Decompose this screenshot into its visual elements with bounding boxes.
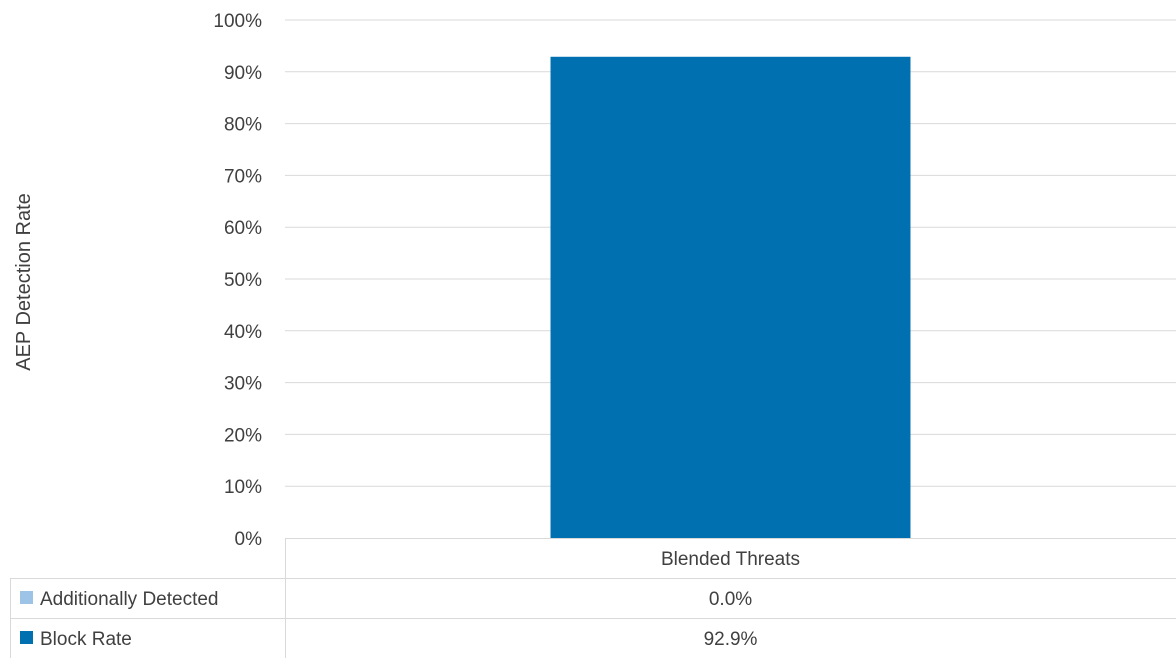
- legend-key: [20, 591, 33, 604]
- bars: [550, 56, 911, 538]
- y-tick-label: 50%: [224, 270, 262, 291]
- data-table: Blended Threats Additionally Detected 0.0%…: [10, 538, 1176, 658]
- y-tick-label: 10%: [224, 477, 262, 498]
- legend-label: Block Rate: [40, 629, 132, 650]
- y-tick-label: 20%: [224, 425, 262, 446]
- y-tick-label: 90%: [224, 63, 262, 84]
- category-label: Blended Threats: [661, 549, 800, 570]
- y-axis-title: AEP Detection Rate: [13, 193, 35, 371]
- table-cell-value: 92.9%: [704, 629, 758, 650]
- legend-label: Additionally Detected: [40, 589, 219, 610]
- y-tick-label: 70%: [224, 166, 262, 187]
- y-tick-label: 80%: [224, 115, 262, 136]
- y-tick-label: 60%: [224, 218, 262, 239]
- bar-block-rate: [550, 56, 911, 538]
- y-tick-label: 40%: [224, 322, 262, 343]
- y-tick-label: 30%: [224, 374, 262, 395]
- table-cell-value: 0.0%: [709, 589, 752, 610]
- y-axis-tick-labels: 0% 10% 20% 30% 40% 50% 60% 70% 80% 90% 100%: [213, 11, 262, 550]
- legend-key: [20, 631, 33, 644]
- y-tick-label: 100%: [213, 11, 262, 32]
- y-tick-label: 0%: [235, 529, 263, 550]
